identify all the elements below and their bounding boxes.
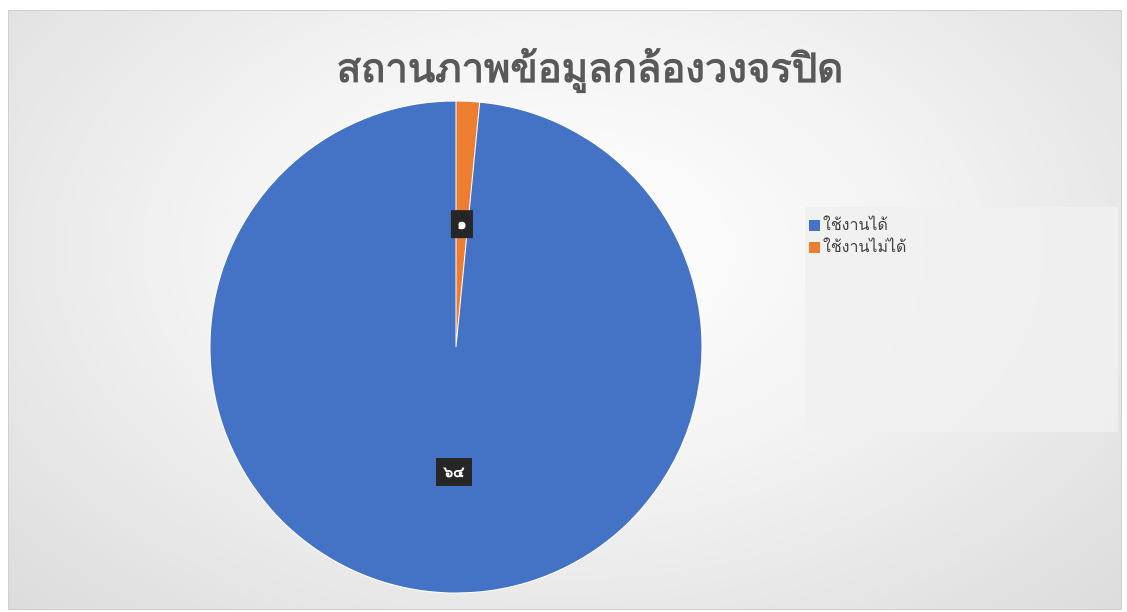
data-label-box <box>450 210 473 239</box>
legend-swatch-working <box>809 219 820 231</box>
legend-label-working: ใช้งานได้ <box>823 214 888 234</box>
legend: ใช้งานได้ ใช้งานไม่ได้ <box>805 207 1118 432</box>
data-label-working: ๖๔ <box>436 458 472 486</box>
data-label-text: ๑ <box>457 215 467 233</box>
legend-item-not-working: ใช้งานไม่ได้ <box>809 237 906 257</box>
data-label-not-working: ๑ <box>450 210 473 239</box>
legend-label-not-working: ใช้งานไม่ได้ <box>823 236 907 256</box>
chart-title: สถานภาพข้อมูลกล้องวงจรปิด <box>336 46 844 92</box>
pie-data-labels: ๖๔ ๑ <box>436 210 473 486</box>
legend-swatch-not-working <box>809 241 820 253</box>
data-label-text: ๖๔ <box>443 463 466 481</box>
pie-slice-working <box>209 100 703 594</box>
data-label-box <box>436 458 472 486</box>
pie-slices <box>209 100 703 594</box>
legend-item-working: ใช้งานได้ <box>809 215 888 235</box>
